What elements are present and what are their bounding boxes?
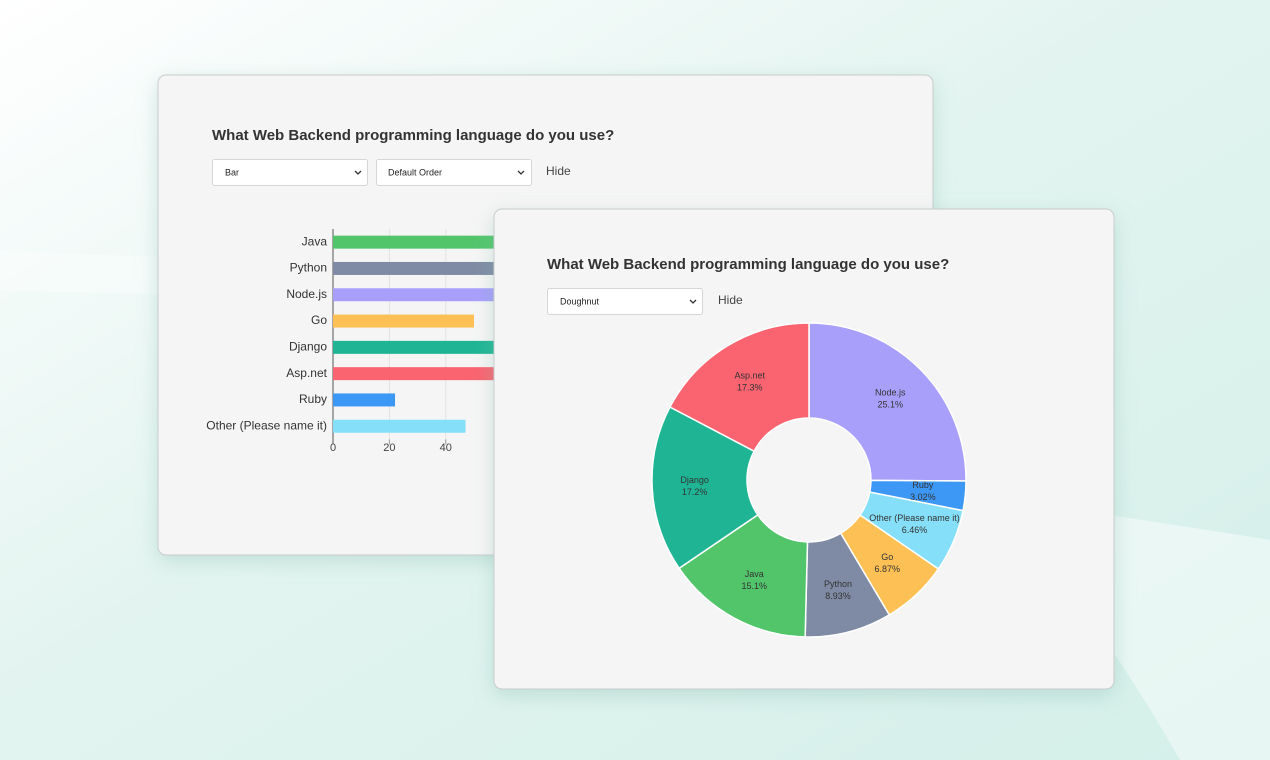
hide-button[interactable]: Hide xyxy=(546,164,571,178)
slice-value-label: 17.3% xyxy=(737,382,763,392)
slice-label: Python xyxy=(824,579,852,589)
doughnut-slice xyxy=(808,322,967,482)
x-tick-label: 20 xyxy=(383,442,395,454)
order-select[interactable] xyxy=(376,159,532,186)
doughnut-slice xyxy=(651,405,759,570)
slice-value-label: 8.93% xyxy=(825,591,851,601)
slice-label: Other (Please name it) xyxy=(869,513,960,523)
bar xyxy=(333,419,466,433)
chart-title: What Web Backend programming language do… xyxy=(547,256,949,273)
select-text: Bar xyxy=(225,167,239,177)
y-tick-label: Other (Please name it) xyxy=(206,418,327,432)
y-tick-label: Django xyxy=(289,340,327,354)
slice-value-label: 6.87% xyxy=(874,564,900,574)
doughnut-slice xyxy=(668,322,810,453)
slice-label: Java xyxy=(745,569,764,579)
y-tick-label: Python xyxy=(290,261,327,275)
panel xyxy=(493,208,1115,690)
slice-label: Go xyxy=(881,552,893,562)
panel-doughnut: What Web Backend programming language do… xyxy=(493,208,1115,690)
y-tick-label: Java xyxy=(302,234,328,248)
slice-label: Asp.net xyxy=(735,370,766,380)
bar xyxy=(333,314,474,328)
hide-button[interactable]: Hide xyxy=(718,293,743,307)
slice-value-label: 17.2% xyxy=(682,487,708,497)
slice-value-label: 15.1% xyxy=(741,581,767,591)
slice-value-label: 6.46% xyxy=(902,525,928,535)
x-tick-label: 40 xyxy=(440,442,452,454)
y-tick-label: Go xyxy=(311,313,327,327)
bar xyxy=(333,261,517,275)
slice-value-label: 3.02% xyxy=(910,492,936,502)
chevron xyxy=(354,170,362,175)
chart-type-select[interactable] xyxy=(212,159,368,186)
select-text: Doughnut xyxy=(560,296,600,306)
doughnut-slice xyxy=(678,513,809,638)
x-tick-label: 0 xyxy=(330,442,336,454)
chevron xyxy=(517,170,525,175)
chart-type-select[interactable] xyxy=(547,288,703,315)
bar xyxy=(333,393,396,407)
chart-title: What Web Backend programming language do… xyxy=(212,127,614,144)
slice-label: Django xyxy=(680,475,709,485)
slice-label: Ruby xyxy=(912,480,934,490)
slice-value-label: 25.1% xyxy=(877,400,903,410)
y-tick-label: Node.js xyxy=(286,287,327,301)
slice-label: Node.js xyxy=(875,388,906,398)
y-tick-label: Ruby xyxy=(299,392,327,406)
select-text: Default Order xyxy=(388,167,442,177)
y-tick-label: Asp.net xyxy=(286,366,327,380)
chevron xyxy=(689,299,697,304)
